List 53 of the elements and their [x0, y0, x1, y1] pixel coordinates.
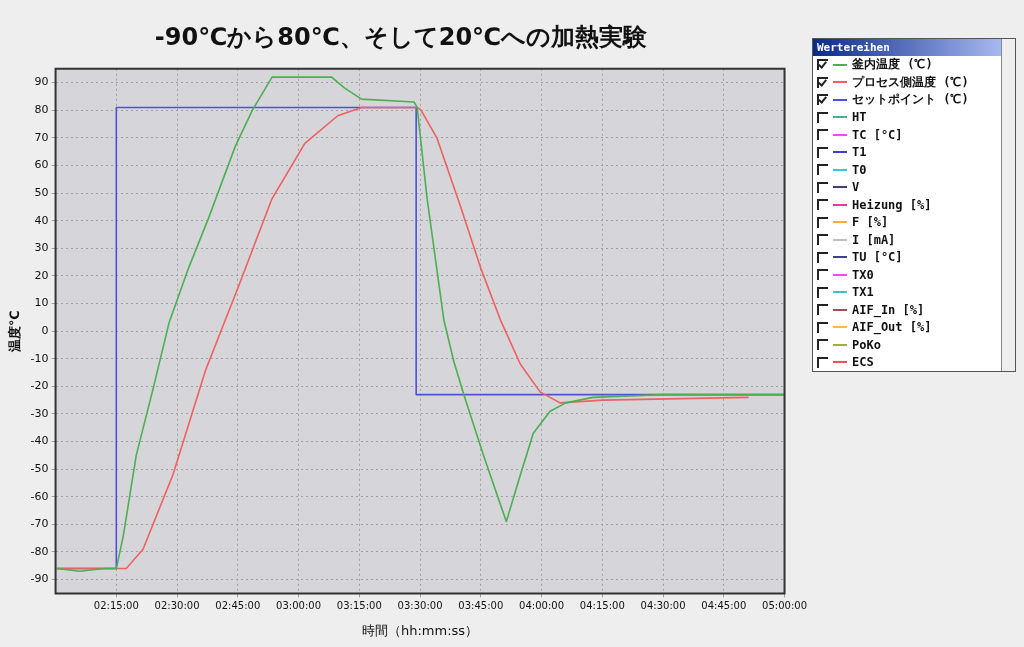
y-tick-label: 40 — [34, 213, 49, 227]
legend-label: AIF_Out [%] — [852, 320, 932, 335]
legend-label: ECS — [852, 355, 874, 370]
y-tick-label: -40 — [30, 434, 49, 448]
x-tick-label: 03:30:00 — [397, 599, 443, 611]
legend-label: HT — [852, 110, 867, 125]
y-tick-label: 90 — [34, 75, 49, 89]
x-axis-title: 時間（hh:mm:ss） — [361, 622, 479, 638]
x-tick-label: 02:30:00 — [154, 599, 200, 611]
chart-title: -90℃から80℃、そして20℃への加熱実験 — [154, 22, 649, 51]
y-tick-label: -90 — [30, 572, 49, 586]
legend-label: 釜内温度 (℃) — [852, 56, 933, 74]
y-tick-label: 30 — [34, 241, 49, 255]
x-tick-label: 04:00:00 — [519, 599, 565, 611]
y-tick-label: 70 — [34, 130, 49, 144]
x-tick-label: 03:45:00 — [458, 599, 504, 611]
x-tick-label: 05:00:00 — [762, 599, 807, 611]
y-tick-label: 60 — [34, 158, 49, 172]
legend-label: V — [852, 180, 860, 195]
legend-label: T0 — [852, 162, 867, 177]
x-tick-label: 02:45:00 — [215, 599, 261, 611]
legend-label: TX0 — [852, 267, 874, 282]
legend-label: T1 — [852, 145, 867, 160]
legend-label: Heizung [%] — [852, 197, 932, 212]
y-tick-label: -20 — [30, 379, 49, 393]
y-tick-label: 10 — [34, 296, 49, 310]
y-tick-label: -30 — [30, 406, 49, 420]
x-tick-label: 04:30:00 — [640, 599, 686, 611]
x-tick-label: 02:15:00 — [93, 599, 139, 611]
y-tick-label: 50 — [34, 185, 49, 199]
legend-label: F [%] — [852, 215, 889, 230]
y-axis-title: 温度℃ — [7, 310, 23, 353]
legend-label: I [mA] — [852, 232, 896, 247]
x-tick-label: 04:45:00 — [701, 599, 747, 611]
x-tick-label: 03:00:00 — [276, 599, 322, 611]
x-tick-label: 04:15:00 — [579, 599, 625, 611]
y-tick-label: -70 — [30, 517, 49, 531]
y-tick-label: -60 — [30, 489, 49, 503]
legend-label: AIF_In [%] — [852, 302, 925, 317]
y-tick-label: -10 — [30, 351, 49, 365]
legend-label: プロセス側温度 (℃) — [852, 73, 969, 91]
y-tick-label: 0 — [41, 323, 49, 337]
legend-label: セットポイント (℃) — [852, 91, 969, 109]
y-tick-label: -50 — [30, 462, 49, 476]
legend-label: TC [°C] — [852, 127, 903, 142]
legend-title: Wertereihen — [813, 39, 1001, 56]
y-tick-label: -80 — [30, 544, 49, 558]
legend-label: TU [°C] — [852, 250, 903, 265]
y-tick-label: 20 — [34, 268, 49, 282]
legend-label: TX1 — [852, 285, 874, 300]
x-tick-label: 03:15:00 — [336, 599, 382, 611]
y-tick-label: 80 — [34, 103, 49, 117]
legend-label: PoKo — [852, 337, 881, 352]
